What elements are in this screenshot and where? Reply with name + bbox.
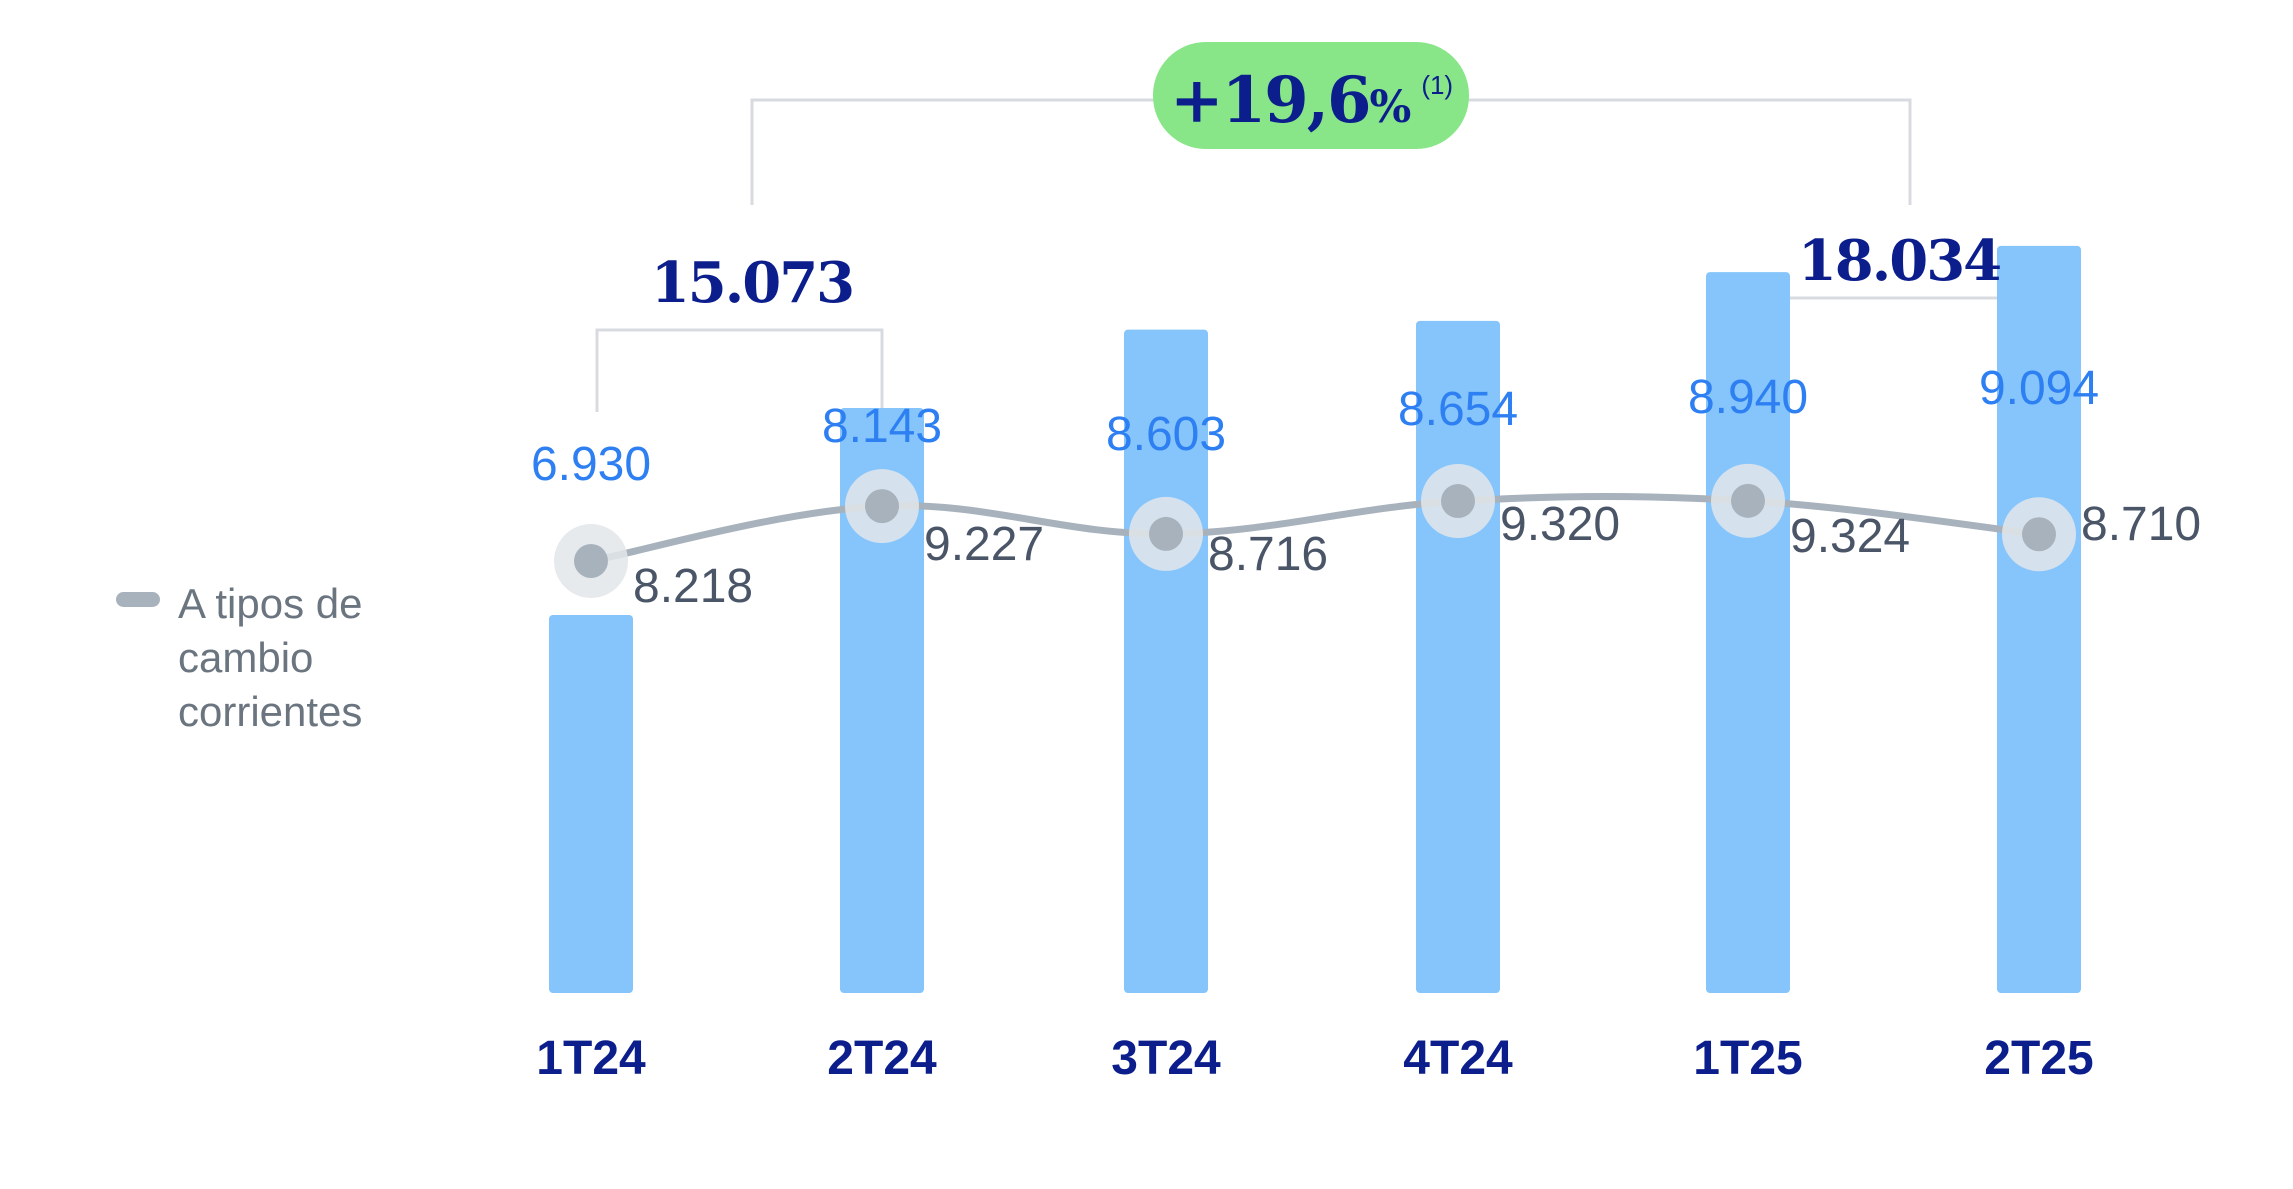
line-label-3T24: 8.716 [1208, 528, 1328, 581]
bar-1T24 [549, 615, 633, 993]
growth-badge-text: +19,6% (1) [1170, 63, 1453, 138]
line-marker-2T25 [2022, 517, 2056, 552]
growth-bracket [750, 98, 1912, 205]
bar-label-2T24: 8.143 [822, 400, 942, 453]
x-tick-1T25: 1T25 [1693, 1032, 1802, 1085]
bar-label-1T25: 8.940 [1688, 371, 1808, 424]
bar-2T25 [1997, 245, 2081, 993]
bar-label-2T25: 9.094 [1979, 362, 2099, 415]
legend-line-2: cambio [178, 634, 313, 681]
half-total-1: 15.073 [651, 250, 853, 316]
legend-swatch [116, 592, 160, 607]
x-axis: 1T24 2T24 3T24 4T24 1T25 2T25 [536, 1032, 2093, 1085]
x-tick-4T24: 4T24 [1403, 1032, 1513, 1085]
bar-3T24 [1124, 329, 1208, 994]
line-label-1T25: 9.324 [1790, 510, 1910, 563]
legend-line-3: corrientes [178, 688, 362, 735]
x-tick-3T24: 3T24 [1111, 1032, 1221, 1085]
labels: 6.930 8.143 8.603 8.654 8.940 9.094 8.218 9.227… [531, 228, 2201, 613]
bars [549, 245, 2081, 994]
growth-value: +19,6 [1170, 63, 1370, 138]
line-marker-4T24 [1441, 484, 1475, 519]
x-tick-2T24: 2T24 [827, 1032, 937, 1085]
growth-unit: % [1370, 82, 1412, 133]
x-tick-2T25: 2T25 [1984, 1032, 2093, 1085]
growth-badge: +19,6% (1) [1153, 42, 1469, 149]
half-bracket-1 [595, 328, 884, 412]
line-label-2T24: 9.227 [924, 518, 1044, 571]
line-marker-2T24 [865, 489, 899, 524]
bar-label-4T24: 8.654 [1398, 383, 1518, 436]
bar-label-1T24: 6.930 [531, 438, 651, 491]
half-total-2: 18.034 [1798, 228, 2000, 294]
line-marker-1T24 [574, 544, 608, 578]
growth-note: (1) [1421, 70, 1453, 100]
line-series [554, 463, 2076, 598]
line-path [587, 492, 2043, 565]
line-marker-1T25 [1731, 483, 1765, 518]
line-label-4T24: 9.320 [1500, 498, 1620, 551]
line-marker-3T24 [1149, 516, 1183, 551]
legend-line-1: A tipos de [178, 580, 362, 627]
bar-2T24 [840, 408, 924, 993]
line-label-2T25: 8.710 [2081, 498, 2201, 551]
bar-1T25 [1706, 272, 1790, 993]
line-label-1T24: 8.218 [633, 560, 753, 613]
growth-badge-bg [1153, 42, 1469, 149]
bar-label-3T24: 8.603 [1106, 408, 1226, 461]
x-tick-1T24: 1T24 [536, 1032, 646, 1085]
legend: A tipos de cambio corrientes [116, 580, 362, 735]
